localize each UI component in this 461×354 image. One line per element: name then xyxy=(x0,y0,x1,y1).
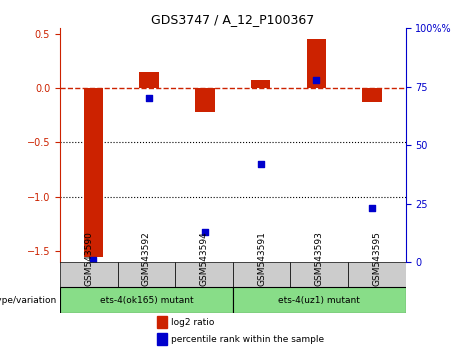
Text: GSM543594: GSM543594 xyxy=(200,232,208,286)
Text: GSM543590: GSM543590 xyxy=(84,231,93,286)
Bar xyxy=(251,80,271,88)
Bar xyxy=(233,287,406,313)
Text: ets-4(uz1) mutant: ets-4(uz1) mutant xyxy=(278,296,360,305)
Bar xyxy=(157,333,167,345)
Bar xyxy=(233,262,290,287)
Bar xyxy=(175,262,233,287)
Bar xyxy=(157,316,167,328)
Bar xyxy=(118,262,175,287)
Text: GSM543593: GSM543593 xyxy=(315,231,324,286)
Point xyxy=(90,257,97,262)
Bar xyxy=(307,39,326,88)
Bar xyxy=(195,88,215,112)
Text: ets-4(ok165) mutant: ets-4(ok165) mutant xyxy=(100,296,193,305)
Bar xyxy=(290,262,348,287)
Bar xyxy=(83,88,103,257)
Point xyxy=(146,96,153,101)
Text: GSM543592: GSM543592 xyxy=(142,232,151,286)
Point xyxy=(368,205,376,211)
Bar xyxy=(348,262,406,287)
Text: genotype/variation: genotype/variation xyxy=(0,296,57,305)
Point xyxy=(313,77,320,82)
Text: percentile rank within the sample: percentile rank within the sample xyxy=(171,335,324,344)
Bar xyxy=(362,88,382,102)
Text: GSM543591: GSM543591 xyxy=(257,231,266,286)
Text: log2 ratio: log2 ratio xyxy=(171,318,214,327)
Text: GSM543595: GSM543595 xyxy=(372,231,381,286)
Bar xyxy=(60,287,233,313)
Point xyxy=(201,229,209,234)
Point xyxy=(257,161,264,167)
Title: GDS3747 / A_12_P100367: GDS3747 / A_12_P100367 xyxy=(151,13,314,26)
Bar xyxy=(60,262,118,287)
Bar xyxy=(139,72,159,88)
